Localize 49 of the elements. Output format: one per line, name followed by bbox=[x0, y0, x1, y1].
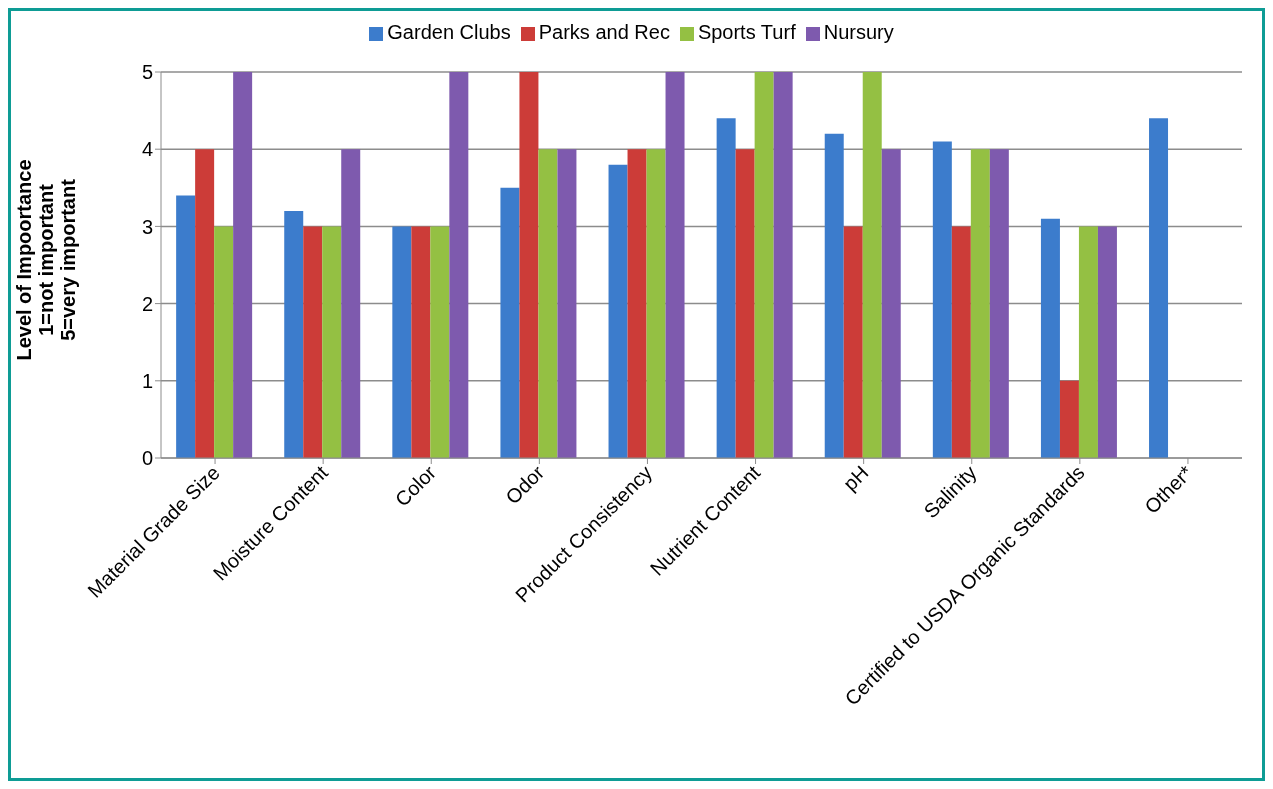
bar bbox=[303, 226, 323, 458]
bar bbox=[557, 149, 577, 458]
bar bbox=[627, 149, 647, 458]
bar bbox=[392, 226, 412, 458]
bar bbox=[843, 226, 863, 458]
bar bbox=[411, 226, 431, 458]
bar bbox=[862, 72, 882, 458]
bar bbox=[1097, 226, 1117, 458]
bar bbox=[932, 141, 952, 458]
bar bbox=[824, 133, 844, 458]
bar bbox=[233, 72, 253, 458]
bar bbox=[1149, 118, 1169, 458]
bar bbox=[284, 210, 304, 458]
bar bbox=[970, 149, 990, 458]
y-tick-label: 1 bbox=[141, 369, 153, 392]
bar bbox=[989, 149, 1009, 458]
bar bbox=[608, 164, 628, 458]
bar bbox=[1078, 226, 1098, 458]
bar bbox=[430, 226, 450, 458]
bar bbox=[951, 226, 971, 458]
y-tick-label: 3 bbox=[141, 215, 153, 238]
y-tick-label: 4 bbox=[141, 138, 153, 161]
bar bbox=[773, 72, 793, 458]
bar bbox=[538, 149, 558, 458]
legend-label: Nursury bbox=[823, 21, 894, 43]
bar bbox=[735, 149, 755, 458]
bar bbox=[519, 72, 539, 458]
legend-label: Sports Turf bbox=[697, 21, 796, 43]
bar bbox=[1059, 380, 1079, 458]
bar bbox=[176, 195, 196, 458]
bar bbox=[322, 226, 342, 458]
bar bbox=[665, 72, 685, 458]
bar bbox=[500, 187, 520, 458]
y-axis-title: Level of Impoortance 1=not important 5=very important bbox=[13, 159, 79, 361]
bar bbox=[195, 149, 215, 458]
bar bbox=[214, 226, 234, 458]
x-tick-label: pH bbox=[838, 461, 873, 495]
y-tick-label: 5 bbox=[141, 61, 153, 84]
legend-label: Parks and Rec bbox=[538, 21, 670, 43]
bar bbox=[449, 72, 469, 458]
bar bbox=[1040, 218, 1060, 458]
bar bbox=[754, 72, 774, 458]
y-tick-label: 0 bbox=[141, 447, 153, 470]
bar bbox=[881, 149, 901, 458]
bar bbox=[341, 149, 361, 458]
y-tick-label: 2 bbox=[141, 292, 153, 315]
legend-label: Garden Clubs bbox=[387, 21, 511, 43]
bar bbox=[716, 118, 736, 458]
bar bbox=[646, 149, 666, 458]
